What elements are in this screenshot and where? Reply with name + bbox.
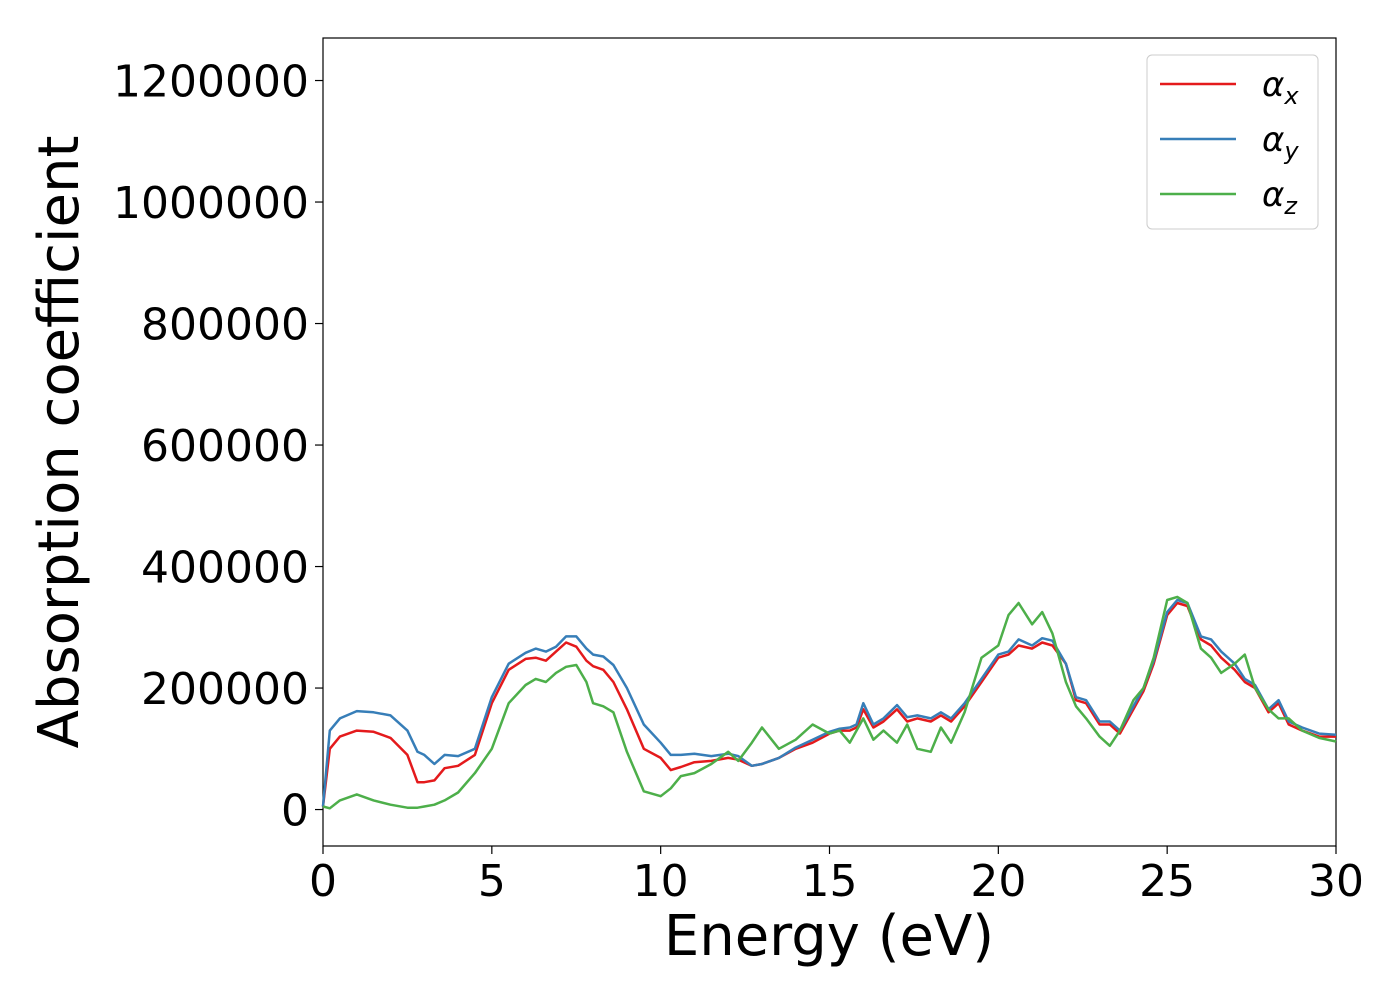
series-line-z [322,595,1337,810]
y-axis-title: Absorption coefficient [27,136,92,749]
legend-label-z: αz [1262,175,1298,220]
legend-label-subscript: x [1283,82,1299,110]
legend-label-base: α [1262,65,1284,105]
y-tick-label: 0 [281,786,309,837]
x-tick-label: 30 [1308,856,1364,907]
x-axis-title: Energy (eV) [664,904,994,969]
x-tick-label: 10 [633,856,689,907]
legend-label-subscript: z [1283,192,1298,220]
x-axis-ticks: 0 5 10 15 20 25 30 [309,846,1364,907]
series-lines [321,595,1337,810]
y-tick-label: 800000 [141,300,309,351]
legend-label-subscript: y [1283,137,1299,165]
x-tick-label: 5 [478,856,506,907]
y-tick-label: 1000000 [113,178,309,229]
y-tick-label: 600000 [141,421,309,472]
series-line-y [321,598,1337,807]
y-tick-label: 400000 [141,543,309,594]
legend-label-base: α [1262,120,1284,160]
legend-label-y: αy [1262,120,1299,165]
legend-label-base: α [1262,175,1284,215]
x-tick-label: 15 [802,856,858,907]
series-line-x [321,601,1336,807]
legend-label-x: αx [1262,65,1299,110]
y-tick-label: 1200000 [113,57,309,108]
y-axis-ticks: 0 200000 400000 600000 800000 1000000 1200000 [113,57,323,837]
x-tick-label: 25 [1139,856,1195,907]
y-tick-label: 200000 [141,664,309,715]
x-tick-label: 20 [970,856,1026,907]
legend-box [1146,54,1319,230]
x-tick-label: 0 [309,856,337,907]
